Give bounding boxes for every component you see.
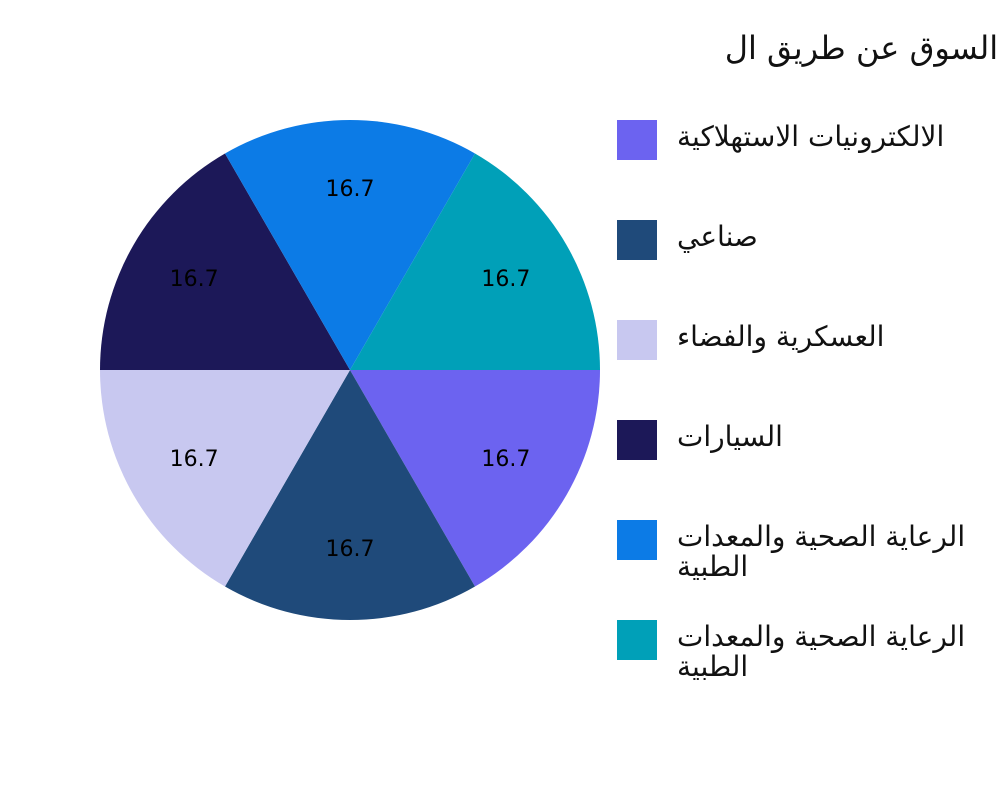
legend-swatch: [617, 120, 657, 160]
slice-label: 16.7: [481, 447, 530, 472]
slice-label: 16.7: [170, 267, 219, 292]
pie-slice: [100, 370, 350, 587]
pie-slice: [225, 370, 475, 620]
chart-title: الركيزة الزجاجية الموصلة تحليل السوق عن …: [725, 29, 1000, 67]
legend-label: العسكرية والفضاء: [677, 320, 885, 353]
pie-slice: [100, 153, 350, 370]
slice-label: 16.7: [481, 267, 530, 292]
legend-label: الرعاية الصحية والمعدات الطبية: [677, 520, 966, 583]
legend-swatch: [617, 620, 657, 660]
legend-label: صناعي: [677, 220, 758, 253]
slice-label: 16.7: [326, 537, 375, 562]
legend-swatch: [617, 220, 657, 260]
slice-label: 16.7: [326, 177, 375, 202]
pie-slice: [350, 153, 600, 370]
legend-swatch: [617, 320, 657, 360]
legend-label: السيارات: [677, 420, 783, 453]
legend-swatch: [617, 420, 657, 460]
legend-label: الرعاية الصحية والمعدات الطبية: [677, 620, 966, 683]
pie-slice: [350, 370, 600, 587]
pie-slice: [225, 119, 475, 370]
legend-swatch: [617, 520, 657, 560]
slice-label: 16.7: [170, 447, 219, 472]
legend-label: الالكترونيات الاستهلاكية: [677, 120, 945, 153]
